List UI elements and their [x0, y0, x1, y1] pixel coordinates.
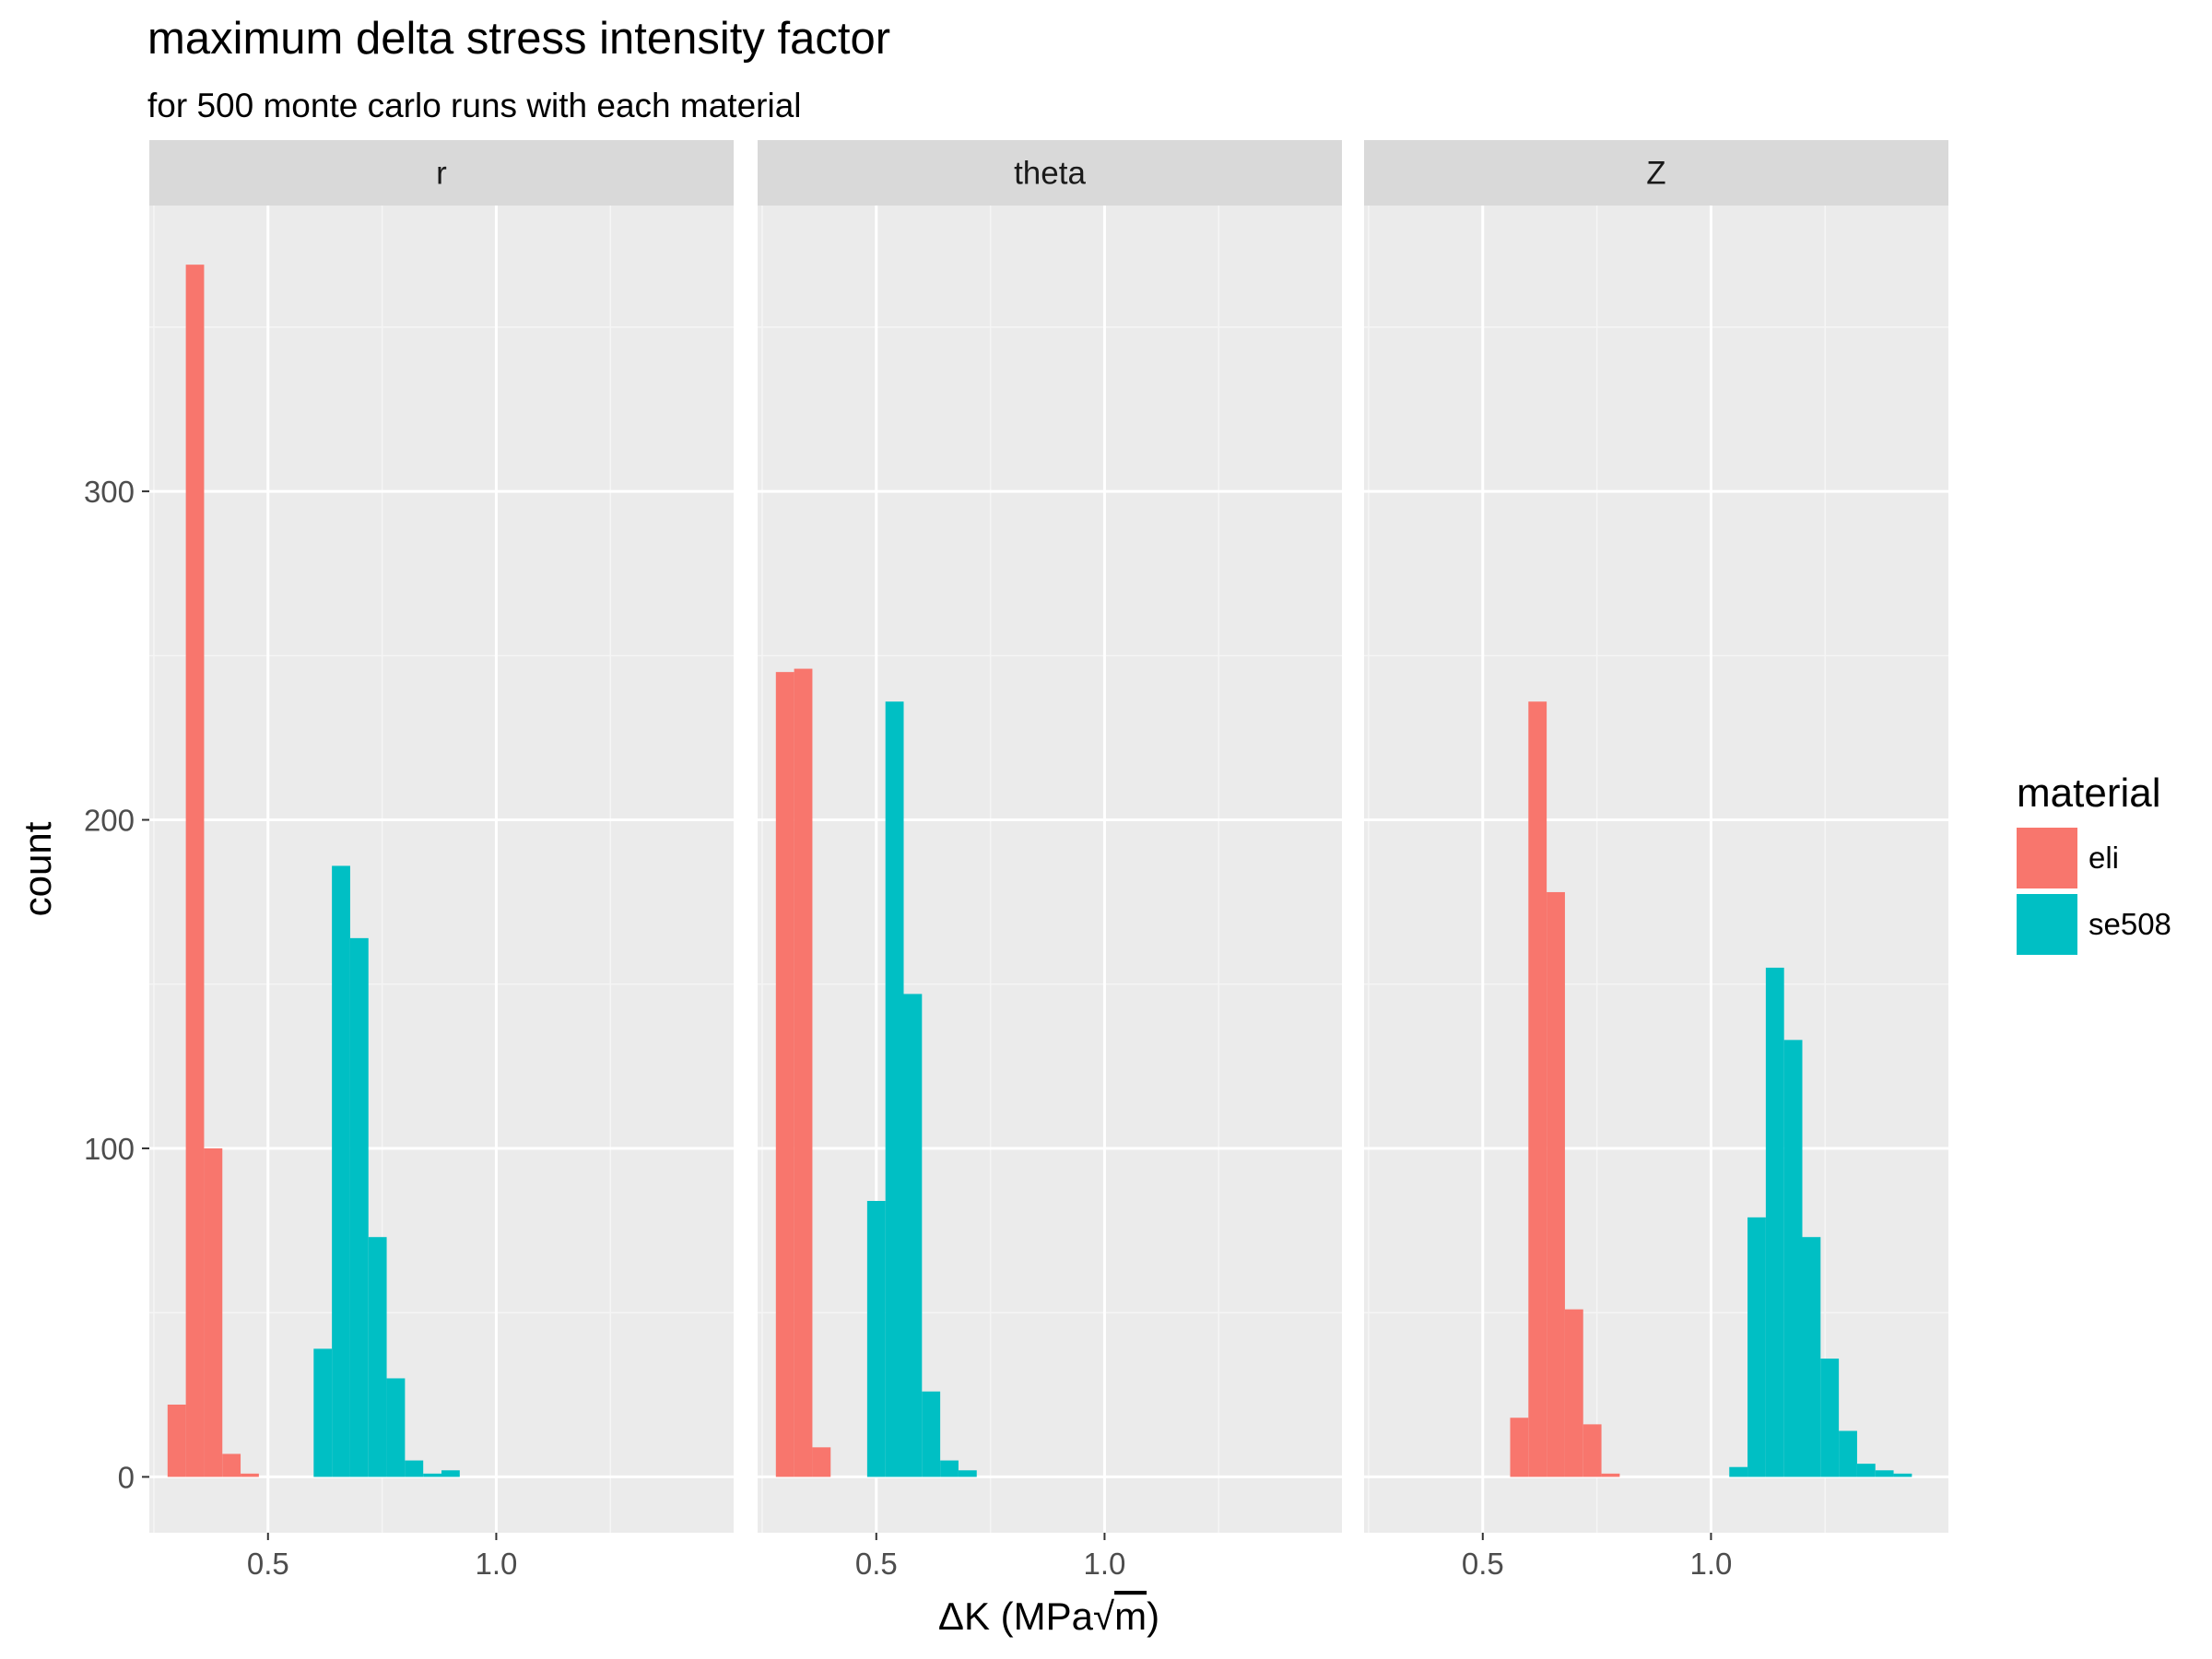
x-axis-label: ΔK (MPa√m)	[938, 1594, 1159, 1638]
histogram-bar-eli	[812, 1447, 831, 1477]
x-tick-label: 1.0	[476, 1547, 518, 1581]
histogram-bar-se508	[441, 1470, 460, 1477]
histogram-bar-eli	[1564, 1309, 1583, 1477]
facet-strip-z	[1364, 140, 1948, 206]
x-tick-label: 1.0	[1690, 1547, 1733, 1581]
histogram-bar-se508	[1875, 1470, 1894, 1477]
histogram-bar-se508	[1765, 967, 1784, 1477]
x-tick-label: 0.5	[855, 1547, 898, 1581]
histogram-bar-eli	[222, 1453, 241, 1477]
histogram-bar-eli	[775, 672, 794, 1477]
histogram-bar-se508	[368, 1237, 387, 1477]
x-tick-label: 0.5	[1462, 1547, 1504, 1581]
histogram-bar-se508	[922, 1391, 941, 1477]
y-tick-label: 300	[84, 475, 135, 509]
histogram-bar-se508	[1802, 1237, 1821, 1477]
y-tick-label: 200	[84, 804, 135, 838]
histogram-bar-se508	[958, 1470, 977, 1477]
facet-label-theta: theta	[1014, 156, 1086, 192]
histogram-bar-se508	[386, 1378, 406, 1477]
legend-title: material	[2017, 771, 2161, 816]
panel-background-r	[149, 206, 734, 1533]
legend-swatch-eli	[2017, 828, 2077, 888]
legend-label-se508: se508	[2088, 907, 2171, 941]
histogram-bar-se508	[423, 1473, 441, 1477]
histogram-bar-se508	[313, 1348, 333, 1477]
histogram-bar-se508	[1747, 1217, 1766, 1477]
chart-title: maximum delta stress intensity factor	[147, 14, 891, 64]
histogram-bar-se508	[1820, 1359, 1840, 1477]
panel-background-z	[1364, 206, 1948, 1533]
y-tick-label: 0	[118, 1460, 135, 1494]
legend-swatch-se508	[2017, 894, 2077, 955]
histogram-bar-se508	[1856, 1464, 1876, 1477]
histogram-bar-eli	[1583, 1424, 1602, 1477]
histogram-bar-eli	[1510, 1418, 1529, 1477]
histogram-bar-se508	[1839, 1430, 1857, 1477]
histogram-bar-eli	[1601, 1473, 1620, 1477]
facet-strip-theta	[758, 140, 1342, 206]
panel-background-theta	[758, 206, 1342, 1533]
facet-label-z: Z	[1646, 156, 1665, 192]
histogram-bar-se508	[349, 937, 369, 1477]
legend-item-eli: eli	[2017, 828, 2119, 888]
histogram-bar-se508	[332, 865, 350, 1477]
chart-subtitle: for 500 monte carlo runs with each mater…	[147, 87, 802, 124]
histogram-bar-se508	[903, 994, 923, 1477]
histogram-bar-eli	[1547, 891, 1565, 1477]
legend-label-eli: eli	[2088, 841, 2120, 875]
histogram-bar-se508	[1783, 1040, 1803, 1477]
histogram-bar-eli	[185, 265, 205, 1477]
legend-item-se508: se508	[2017, 894, 2171, 955]
facet-strip-r	[149, 140, 734, 206]
histogram-bar-se508	[405, 1460, 424, 1477]
facet-label-r: r	[436, 156, 447, 192]
histogram-bar-se508	[866, 1201, 886, 1477]
histogram-bar-eli	[794, 668, 813, 1477]
histogram-bar-se508	[1729, 1466, 1748, 1477]
histogram-bar-se508	[1893, 1473, 1912, 1477]
x-tick-label: 0.5	[247, 1547, 289, 1581]
histogram-bar-se508	[940, 1460, 959, 1477]
y-tick-label: 100	[84, 1132, 135, 1166]
histogram-bar-se508	[885, 701, 904, 1477]
y-axis-label: count	[16, 821, 59, 916]
histogram-bar-eli	[1528, 701, 1547, 1477]
histogram-bar-eli	[204, 1147, 223, 1477]
histogram-bar-eli	[167, 1404, 186, 1477]
x-tick-label: 1.0	[1084, 1547, 1126, 1581]
histogram-bar-eli	[241, 1473, 259, 1477]
